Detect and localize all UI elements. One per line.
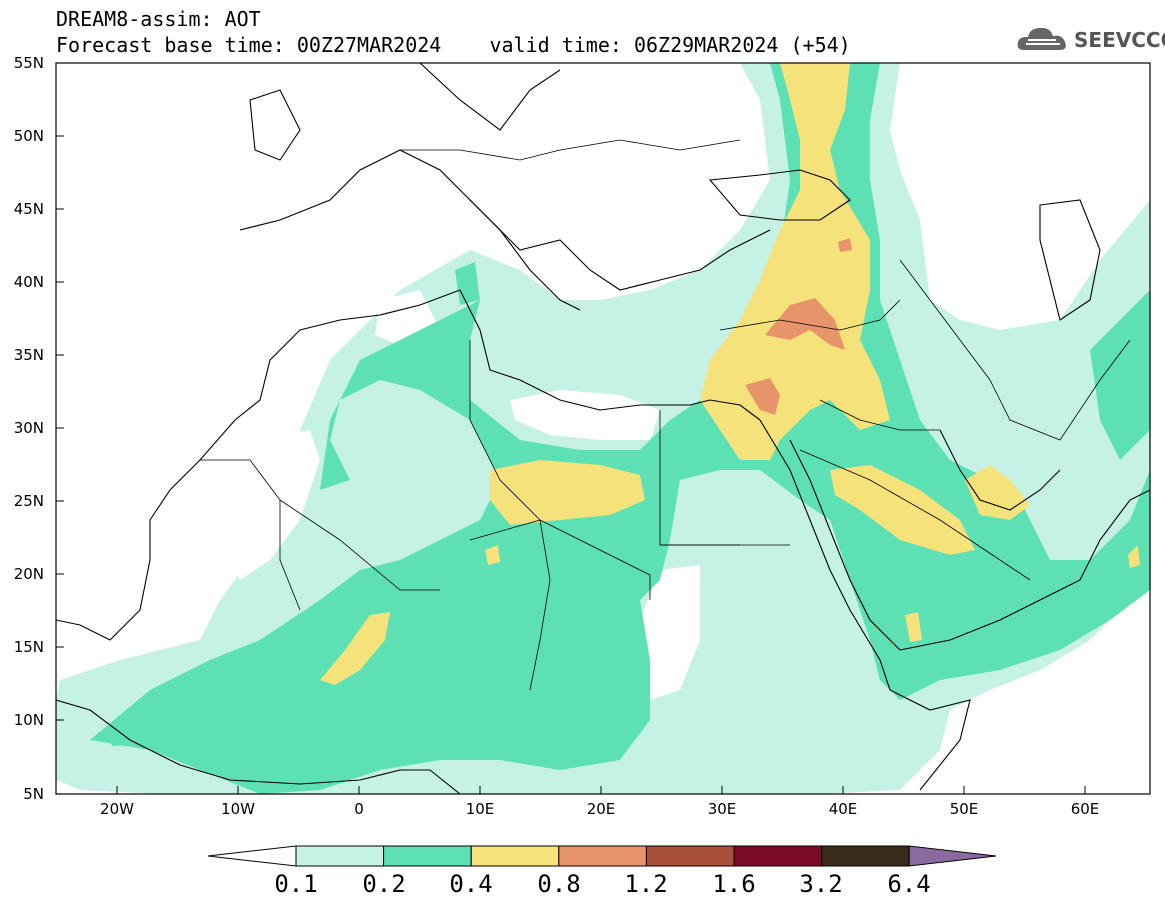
lat-label: 55N [13,54,44,72]
aot-level-0.4-plume [700,63,890,460]
lon-label: 40E [828,800,858,818]
colorbar-label: 1.6 [712,870,756,898]
clear-area-mauritania [150,460,215,560]
aot-level-0.4-uae [965,465,1030,520]
aot-level-0.4-saudi [830,465,975,555]
colorbar-label: 0.1 [274,870,318,898]
coast-arabia-south [899,489,1150,651]
lat-label: 30N [13,419,44,437]
lon-label: 50E [949,800,979,818]
coast-europe [239,149,771,291]
coast-blacksea [708,169,851,221]
aot-level-0.4-mali [320,612,390,685]
aot-level-0.2-sardinia [455,262,480,305]
lat-label: 5N [23,785,44,803]
lat-label: 10N [13,711,44,729]
coast-horn [889,689,971,791]
coast-caspian [1039,199,1101,321]
aot-level-0.2-arabia-east [1090,290,1150,460]
aot-level-0.2-guinea [110,733,132,746]
coast-guinea-gulf [56,699,461,794]
axis-ticks [56,62,1086,794]
lat-label: 45N [13,200,44,218]
lat-label: 20N [13,565,44,583]
border-algeria-mali [279,499,440,591]
border-turkey [719,299,901,331]
lat-label: 15N [13,638,44,656]
border-algeria-libya [469,340,541,521]
lon-label: 0 [354,800,364,818]
lat-label: 40N [13,273,44,291]
colorbar-label: 1.2 [624,870,668,898]
border-saudi [799,449,1031,581]
cloud-icon [1017,27,1066,50]
map-title: DREAM8-assim: AOT [56,7,261,31]
lon-label: 60E [1070,800,1100,818]
aot-level-0.4-yemen-spot [905,612,922,642]
lon-label: 10E [465,800,495,818]
borders [200,139,1131,691]
border-europe-inner [400,139,741,161]
aot-contours [56,63,1150,794]
coast-north-africa [459,289,761,421]
lat-label: 25N [13,492,44,510]
lon-label: 30E [707,800,737,818]
coast-scandinavia [419,63,561,131]
border-iran [899,259,1131,441]
forecast-time-line: Forecast base time: 00Z27MAR2024 valid t… [56,33,851,57]
coast-uk [249,89,301,161]
aot-level-0.8-turkey [838,238,852,252]
coastlines [56,63,1150,794]
lon-label: 10W [221,800,255,818]
lat-label: 50N [13,127,44,145]
aot-level-0.2 [90,63,1150,794]
logo-text: SEEVCCC [1074,28,1165,52]
colorbar-label: 3.2 [799,870,843,898]
clear-area-sahara [215,430,320,580]
coast-west-africa [56,289,461,641]
colorbar-label: 0.8 [537,870,581,898]
colorbar-label: 0.2 [362,870,406,898]
aot-level-0.4-sudan-spot [485,545,500,565]
lon-label: 20W [100,800,134,818]
lon-label: 20E [586,800,616,818]
coast-gulf [939,429,1061,511]
colorbar-label: 6.4 [887,870,931,898]
aot-level-0.4-oman-spot [1128,545,1140,568]
coast-italy [469,199,581,311]
coast-red-sea-east [789,439,901,651]
clear-area-libya [510,390,660,440]
border-niger-chad [469,519,551,691]
seevccc-logo: SEEVCCC [1016,22,1165,58]
colorbar-label: 0.4 [449,870,493,898]
lat-label: 35N [13,346,44,364]
border-libya-chad [539,519,651,600]
aot-level-0.8-jordan [745,378,780,415]
border-iraq [819,399,940,431]
coast-red-sea-west [759,419,891,691]
